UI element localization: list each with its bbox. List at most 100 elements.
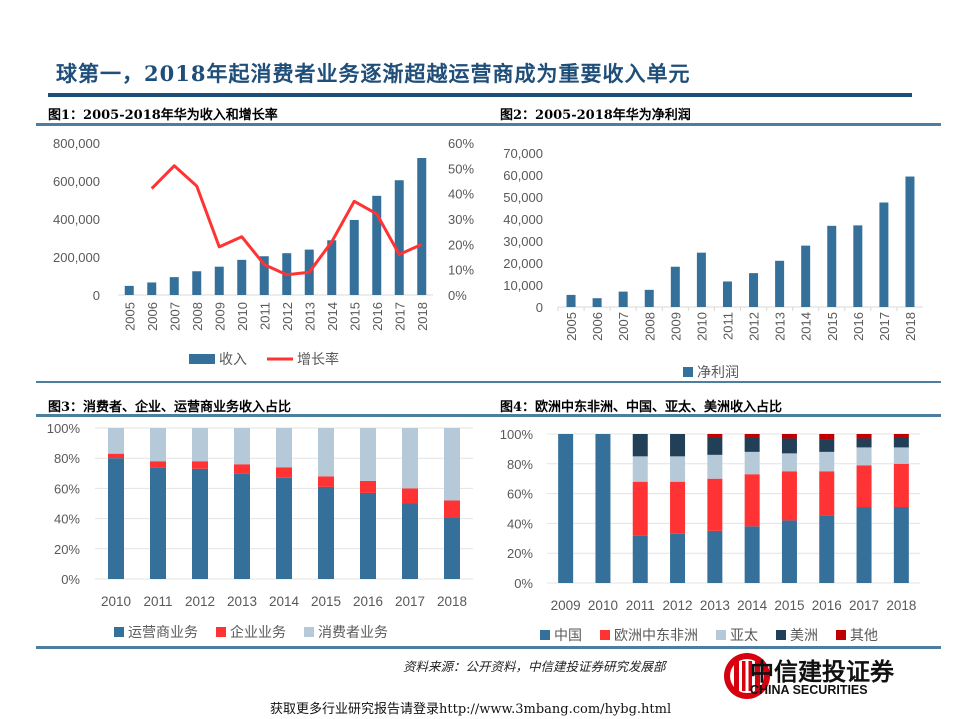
x-tick-label: 2005 (122, 302, 137, 331)
y-right-tick-label: 60% (448, 136, 474, 151)
x-tick-label: 2008 (642, 312, 657, 341)
y-tick-label: 60% (507, 487, 533, 502)
legend-swatch-0 (540, 630, 550, 640)
stacked-bar-segment (744, 474, 760, 527)
stacked-bar-segment (558, 434, 574, 583)
stacked-bar-segment (856, 438, 872, 448)
stacked-bar-segment (360, 480, 376, 493)
x-tick-label: 2006 (590, 312, 605, 341)
stacked-bar-segment (707, 454, 723, 479)
stacked-bar-segment (444, 500, 460, 518)
stacked-bar-segment (632, 434, 648, 457)
stacked-bar-segment (856, 447, 872, 466)
x-tick-label: 2016 (353, 594, 383, 609)
x-tick-label: 2007 (616, 312, 631, 341)
stacked-bar-segment (819, 515, 835, 583)
x-tick-label: 2018 (415, 302, 430, 331)
stacked-bar-segment (150, 467, 166, 579)
stacked-bar-segment (893, 447, 909, 464)
legend-label-1: 企业业务 (230, 624, 286, 640)
stacked-bar-segment (781, 471, 797, 521)
stacked-bar-segment (444, 428, 460, 501)
stacked-bar-segment (108, 453, 124, 459)
stacked-bar-segment (781, 520, 797, 583)
revenue-bar (372, 195, 382, 295)
y-tick-label: 40% (54, 512, 80, 527)
x-tick-label: 2010 (588, 598, 618, 613)
stacked-bar-segment (670, 481, 686, 534)
net-profit-bar (879, 202, 889, 307)
y-right-tick-label: 30% (448, 212, 474, 227)
stacked-bar-segment (670, 434, 686, 457)
figure-2-title: 图2：2005-2018年华为净利润 (500, 108, 691, 123)
stacked-bar-segment (402, 428, 418, 489)
x-tick-label: 2013 (227, 594, 257, 609)
x-tick-label: 2014 (325, 302, 340, 331)
legend-swatch-1 (216, 627, 226, 637)
stacked-bar-segment (632, 456, 648, 482)
stacked-bar-segment (318, 486, 334, 579)
x-tick-label: 2017 (877, 312, 892, 341)
y-tick-label: 20% (54, 542, 80, 557)
legend-label-2: 亚太 (730, 627, 758, 643)
stacked-bar-segment (707, 436, 723, 455)
revenue-bar (259, 256, 269, 295)
x-tick-label: 2011 (720, 312, 735, 340)
y-tick-label: 0% (61, 572, 80, 587)
stacked-bar-segment (819, 471, 835, 516)
legend-label-0: 收入 (219, 351, 247, 367)
net-profit-bar (618, 291, 628, 307)
y-left-tick-label: 400,000 (53, 212, 100, 227)
net-profit-bar (827, 225, 837, 307)
y-right-tick-label: 10% (448, 263, 474, 278)
stacked-bar-segment (276, 428, 292, 468)
stacked-bar-segment (856, 465, 872, 508)
source-note: 资料来源：公开资料，中信建投证券研究发展部 (403, 659, 666, 674)
stacked-bar-segment (893, 434, 909, 437)
revenue-bar (394, 180, 404, 295)
net-profit-bar (905, 176, 915, 307)
y-tick-label: 20,000 (503, 256, 543, 271)
stacked-bar-segment (744, 434, 760, 437)
stacked-bar-segment (595, 434, 611, 583)
y-tick-label: 60,000 (503, 168, 543, 183)
legend-swatch-2 (304, 627, 314, 637)
bottom-divider (36, 646, 941, 649)
x-tick-label: 2017 (849, 598, 879, 613)
x-tick-label: 2015 (825, 312, 840, 341)
revenue-bar (327, 240, 337, 295)
stacked-bar-segment (192, 468, 208, 579)
net-profit-bar (696, 252, 706, 307)
stacked-bar-segment (234, 473, 250, 579)
x-tick-label: 2013 (302, 302, 317, 331)
logo-text-cn: 中信建投证券 (750, 658, 894, 686)
net-profit-bar (801, 245, 811, 307)
legend-label-0: 中国 (554, 627, 582, 643)
stacked-bar-segment (318, 428, 334, 477)
figure-row-2-divider (36, 414, 941, 417)
title-divider (48, 93, 912, 97)
stacked-bar-segment (856, 507, 872, 583)
stacked-bar-segment (781, 453, 797, 472)
y-left-tick-label: 600,000 (53, 174, 100, 189)
page-title: 球第一，2018年起消费者业务逐渐超越运营商成为重要收入单元 (56, 61, 691, 86)
x-tick-label: 2016 (851, 312, 866, 341)
logo-text-en: CHINA SECURITIES (750, 683, 868, 697)
footer-link-text[interactable]: 获取更多行业研究报告请登录http://www.3mbang.com/hybg.… (270, 702, 672, 717)
stacked-bar-segment (781, 434, 797, 439)
x-tick-label: 2018 (903, 312, 918, 341)
china-securities-logo-icon (724, 653, 770, 699)
stacked-bar-segment (744, 451, 760, 475)
x-tick-label: 2014 (799, 312, 814, 341)
stacked-bar-segment (108, 458, 124, 579)
x-tick-label: 2005 (564, 312, 579, 341)
y-tick-label: 40% (507, 516, 533, 531)
stacked-bar-segment (707, 434, 723, 437)
legend-swatch-4 (836, 630, 846, 640)
x-tick-label: 2015 (311, 594, 341, 609)
stacked-bar-segment (819, 434, 835, 440)
stacked-bar-segment (744, 436, 760, 452)
x-tick-label: 2014 (269, 594, 300, 609)
stacked-bar-segment (707, 530, 723, 583)
